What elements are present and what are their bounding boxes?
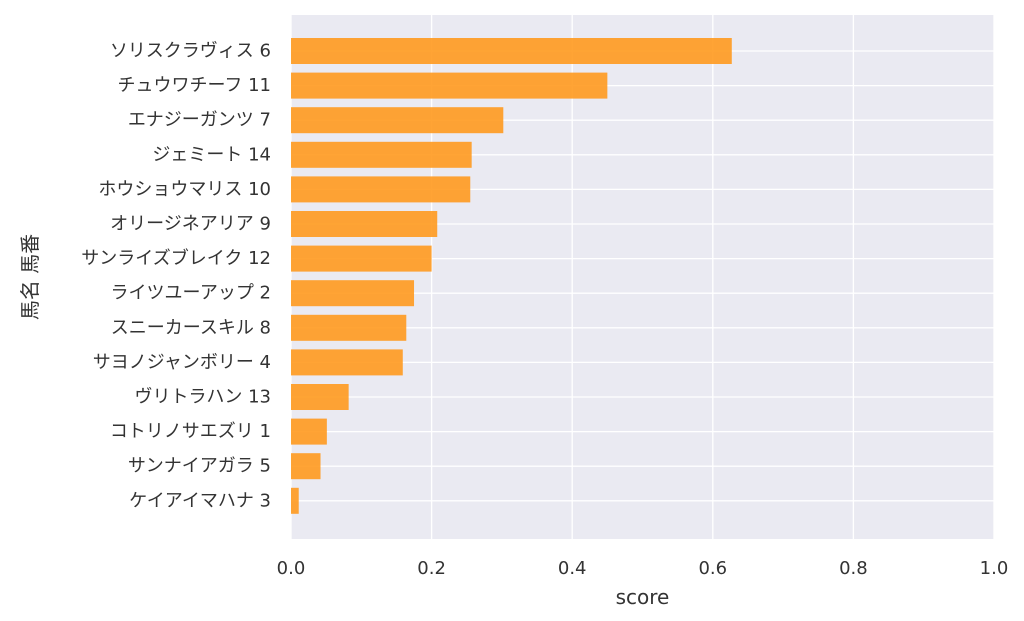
x-tick-labels: 0.0 0.2 0.4 0.6 0.8 1.0	[277, 558, 1009, 579]
x-tick-label: 0.0	[277, 558, 306, 579]
y-axis-label: 馬名 馬番	[18, 234, 42, 320]
y-tick-label: ソリスクラヴィス 6	[110, 41, 271, 62]
y-tick-label: スニーカースキル 8	[111, 317, 271, 338]
y-tick-label: ジェミート 14	[152, 144, 271, 165]
y-tick-label: ヴリトラハン 13	[135, 387, 271, 408]
bar	[291, 72, 608, 99]
bar	[291, 176, 471, 203]
y-tick-label: サンナイアガラ 5	[128, 456, 271, 477]
bar	[291, 38, 732, 64]
y-tick-label: サンライズブレイク 12	[81, 247, 271, 269]
y-tick-label: チュウワチーフ 11	[117, 75, 271, 96]
x-tick-label: 1.0	[980, 558, 1009, 579]
bar	[291, 487, 299, 514]
bar	[291, 107, 504, 134]
plot-area	[291, 15, 994, 539]
bar	[291, 349, 403, 376]
bar	[291, 314, 407, 341]
bar	[291, 453, 321, 480]
x-tick-label: 0.4	[558, 558, 587, 579]
bar	[291, 384, 349, 410]
y-tick-label: ホウショウマリス 10	[98, 179, 271, 200]
y-tick-label: ライツユーアップ 2	[111, 283, 271, 304]
bar	[291, 211, 438, 237]
y-tick-label: ケイアイマハナ 3	[129, 490, 271, 511]
x-axis-label: score	[616, 585, 670, 609]
x-tick-label: 0.2	[417, 558, 446, 579]
y-tick-labels: ソリスクラヴィス 6 チュウワチーフ 11 エナジーガンツ 7 ジェミート 14 ホウシ…	[81, 41, 271, 512]
y-tick-label: サヨノジャンボリー 4	[93, 352, 271, 373]
x-tick-label: 0.6	[698, 558, 727, 579]
bar	[291, 280, 415, 307]
y-tick-label: エナジーガンツ 7	[128, 110, 271, 131]
bars	[291, 38, 732, 514]
x-tick-label: 0.8	[839, 558, 868, 579]
bar	[291, 245, 432, 272]
bar	[291, 418, 327, 445]
y-tick-label: コトリノサエズリ 1	[110, 421, 271, 442]
bar	[291, 141, 472, 168]
y-tick-label: オリージネアリア 9	[110, 214, 271, 235]
